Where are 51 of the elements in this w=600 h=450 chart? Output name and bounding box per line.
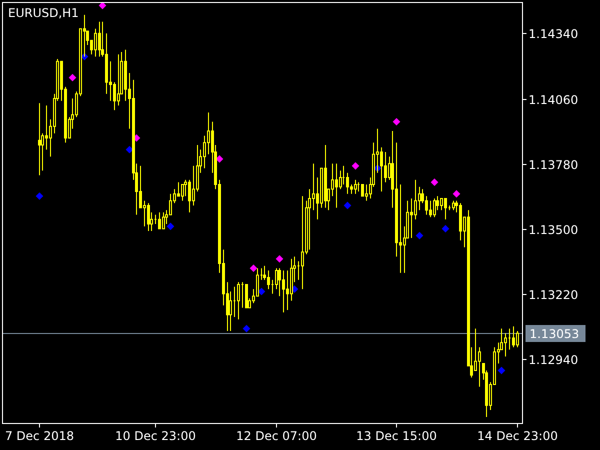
candlestick — [301, 196, 304, 290]
candlestick — [245, 284, 248, 308]
y-tick-label: 1.13220 — [528, 288, 578, 302]
candlestick — [38, 102, 41, 176]
candlestick — [162, 212, 165, 230]
candlestick — [444, 198, 447, 220]
candlestick — [237, 282, 240, 320]
x-tick-label: 10 Dec 23:00 — [115, 429, 196, 443]
point — [250, 264, 258, 272]
candlestick — [452, 200, 455, 211]
y-tick-label: 1.13780 — [528, 158, 578, 172]
candlestick — [504, 332, 507, 358]
point — [498, 366, 506, 374]
candlestick — [158, 212, 161, 230]
point — [68, 74, 76, 82]
candlestick — [324, 144, 327, 208]
candlestick — [512, 326, 515, 348]
candlestick — [516, 330, 519, 348]
y-tick-label: 1.13500 — [528, 222, 578, 237]
x-tick-label: 12 Dec 07:00 — [236, 429, 317, 443]
x-tick-label: 7 Dec 2018 — [4, 429, 74, 443]
candlestick — [429, 200, 432, 218]
candlestick — [282, 270, 285, 313]
candlestick — [181, 184, 184, 202]
point — [452, 190, 460, 198]
candlestick — [117, 54, 120, 106]
chart-title: EURUSD,H1 — [8, 6, 79, 20]
point — [36, 192, 44, 200]
point — [166, 222, 174, 230]
y-tick-label: 1.14060 — [528, 92, 578, 107]
y-tick-label: 1.14340 — [528, 26, 578, 41]
candlestick — [335, 163, 338, 208]
candlestick — [267, 270, 270, 290]
point — [242, 325, 250, 332]
candlestick — [98, 21, 101, 58]
point — [98, 2, 106, 10]
candlestick — [354, 179, 357, 194]
point — [392, 118, 400, 126]
x-tick-label: 14 Dec 23:00 — [477, 429, 558, 443]
point — [430, 178, 438, 186]
candlestick — [433, 198, 436, 218]
point — [344, 202, 352, 210]
point — [442, 225, 450, 232]
ref-line-label: 1.13053 — [530, 326, 580, 341]
candlestick — [147, 202, 150, 232]
point — [276, 255, 284, 263]
point — [352, 162, 360, 170]
candlestick — [361, 184, 364, 197]
x-tick-label: 13 Dec 15:00 — [356, 429, 437, 443]
point — [416, 232, 424, 240]
y-tick-label: 1.12940 — [528, 352, 578, 367]
